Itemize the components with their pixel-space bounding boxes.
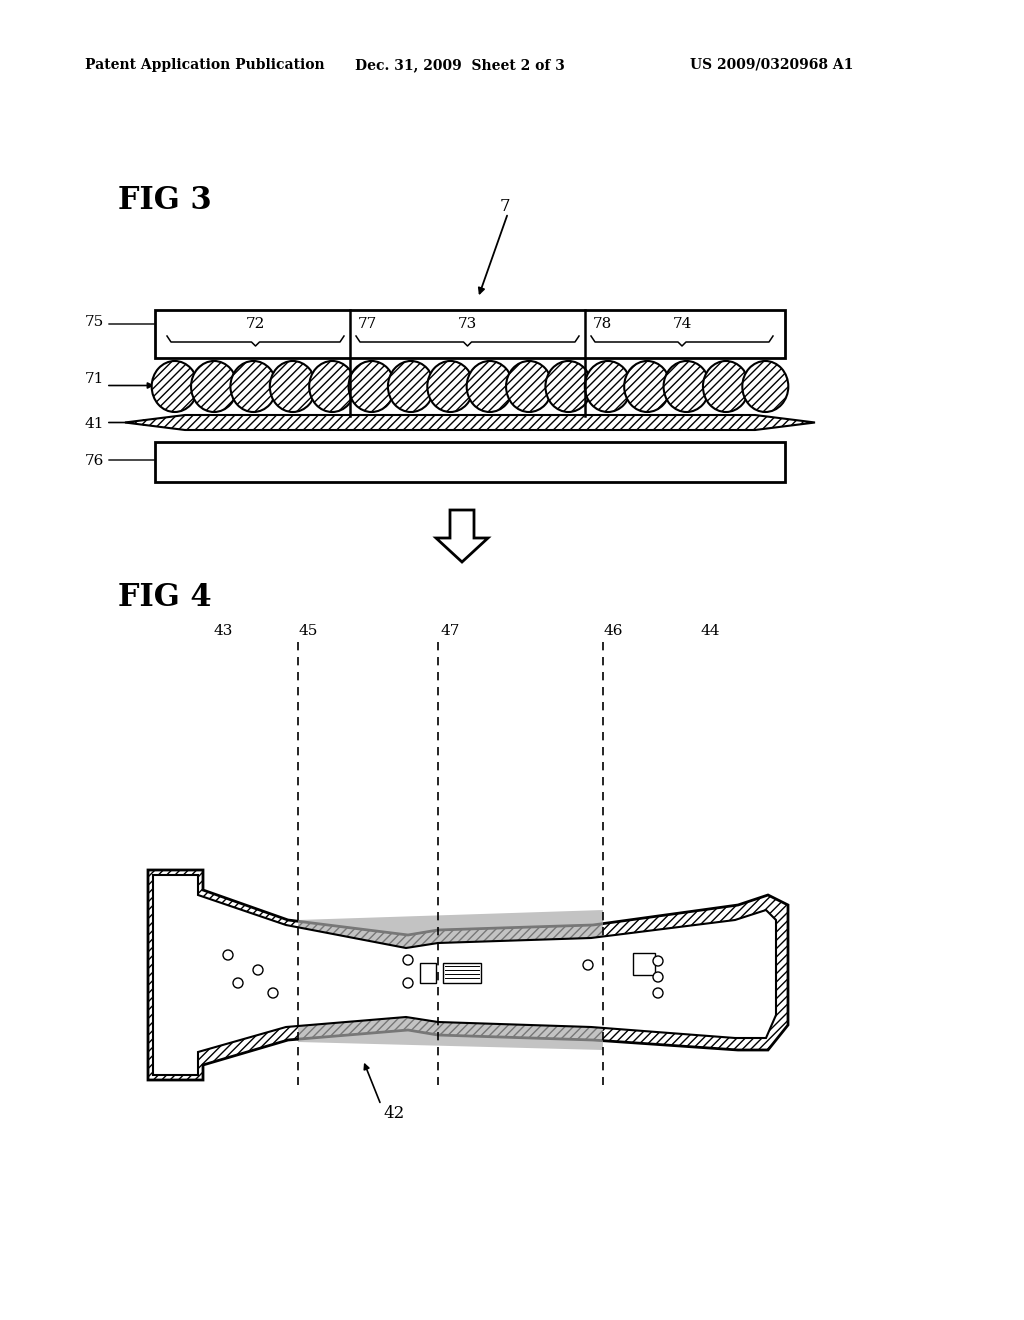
Text: 41: 41 [85, 417, 104, 432]
Bar [420, 964, 436, 983]
Text: 72: 72 [246, 317, 265, 331]
Ellipse shape [625, 360, 670, 412]
Circle shape [653, 956, 663, 966]
Circle shape [233, 978, 243, 987]
Polygon shape [298, 909, 603, 1049]
Polygon shape [148, 870, 788, 1080]
Ellipse shape [467, 360, 513, 412]
Bar [155, 310, 785, 358]
Ellipse shape [546, 360, 592, 412]
Text: FIG 4: FIG 4 [118, 582, 212, 612]
Text: US 2009/0320968 A1: US 2009/0320968 A1 [690, 58, 853, 73]
Bar [633, 953, 655, 975]
Circle shape [268, 987, 278, 998]
Circle shape [253, 965, 263, 975]
Text: 78: 78 [593, 317, 612, 331]
Text: 71: 71 [85, 372, 104, 385]
Text: Dec. 31, 2009  Sheet 2 of 3: Dec. 31, 2009 Sheet 2 of 3 [355, 58, 565, 73]
Bar [155, 442, 785, 482]
Text: 44: 44 [700, 624, 720, 638]
Text: 46: 46 [603, 624, 623, 638]
Ellipse shape [664, 360, 710, 412]
Text: 47: 47 [440, 624, 460, 638]
Text: 74: 74 [673, 317, 691, 331]
Circle shape [403, 954, 413, 965]
Ellipse shape [348, 360, 394, 412]
Ellipse shape [152, 360, 198, 412]
Text: 43: 43 [213, 624, 232, 638]
Text: 77: 77 [358, 317, 377, 331]
Text: 7: 7 [500, 198, 511, 215]
Circle shape [583, 960, 593, 970]
Polygon shape [436, 510, 488, 562]
Ellipse shape [742, 360, 788, 412]
Polygon shape [125, 414, 815, 430]
Circle shape [403, 978, 413, 987]
Text: 76: 76 [85, 454, 104, 469]
Circle shape [653, 987, 663, 998]
Text: 73: 73 [458, 317, 477, 331]
Ellipse shape [230, 360, 276, 412]
Ellipse shape [585, 360, 631, 412]
Circle shape [653, 972, 663, 982]
Ellipse shape [191, 360, 238, 412]
Polygon shape [153, 875, 776, 1074]
Ellipse shape [427, 360, 473, 412]
Ellipse shape [702, 360, 749, 412]
Ellipse shape [309, 360, 355, 412]
Ellipse shape [506, 360, 552, 412]
Text: FIG 3: FIG 3 [118, 185, 212, 216]
Ellipse shape [388, 360, 434, 412]
Ellipse shape [269, 360, 315, 412]
Bar [443, 964, 481, 983]
Text: Patent Application Publication: Patent Application Publication [85, 58, 325, 73]
Text: 45: 45 [298, 624, 317, 638]
Text: 75: 75 [85, 315, 104, 329]
Circle shape [223, 950, 233, 960]
Text: 42: 42 [383, 1105, 404, 1122]
